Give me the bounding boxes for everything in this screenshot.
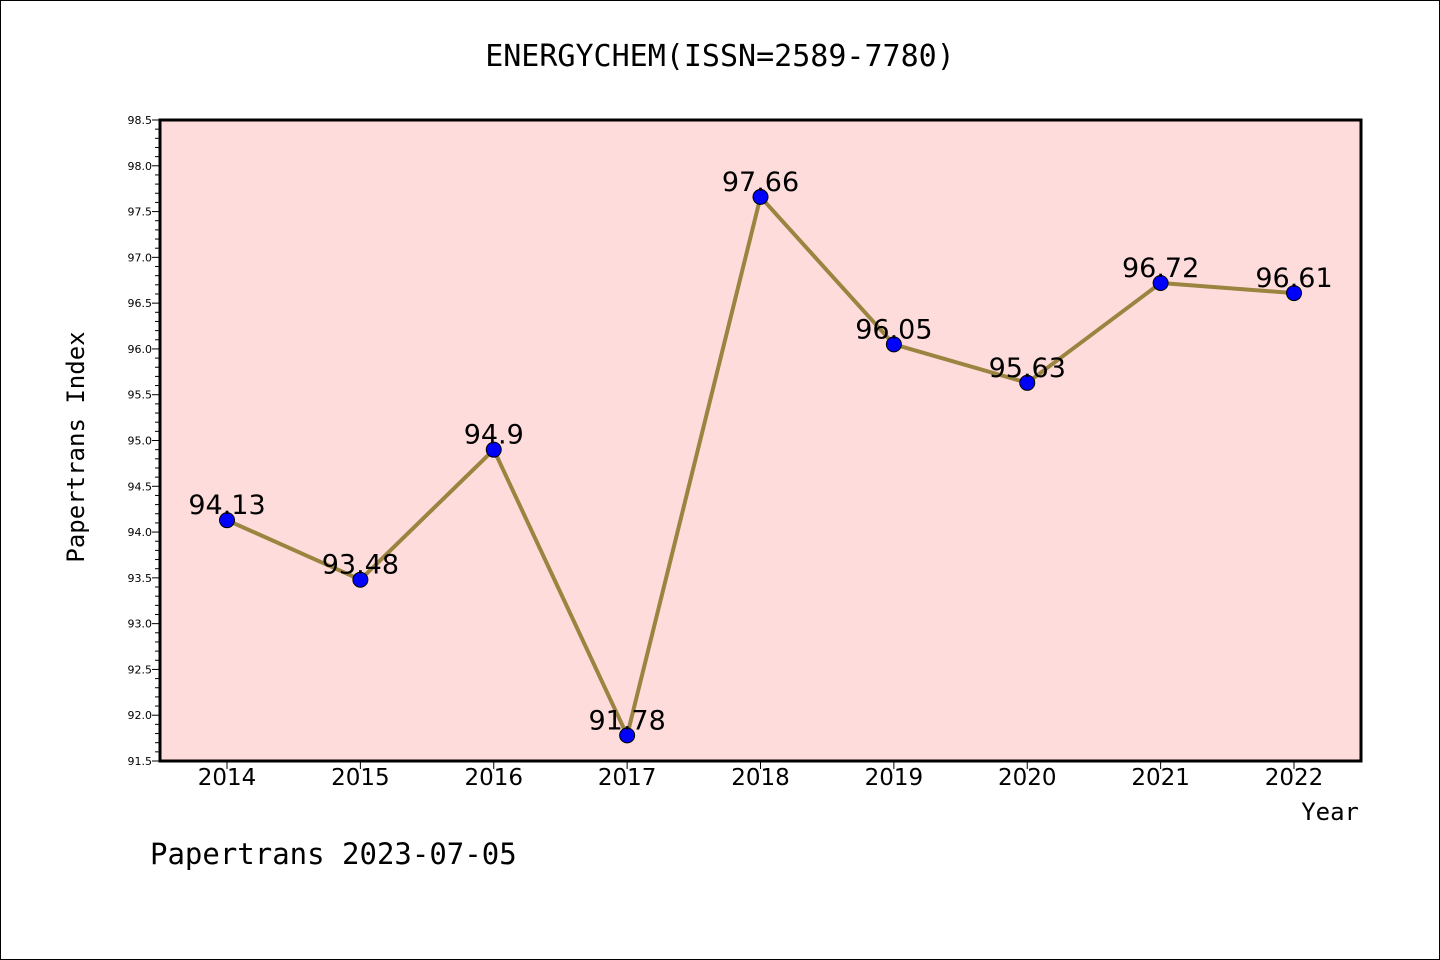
series-layer (219, 188, 1302, 744)
plot-area (158, 118, 1363, 763)
y-tick-label: 93.0 (128, 618, 153, 631)
x-axis-label: Year (1301, 798, 1359, 826)
data-label: 91.78 (588, 705, 665, 736)
data-point (1286, 285, 1302, 302)
y-tick-label: 91.5 (128, 755, 153, 768)
data-point (1019, 374, 1036, 391)
data-point (485, 441, 502, 458)
x-tick-label: 2021 (1131, 765, 1190, 791)
data-label: 95.63 (989, 353, 1066, 384)
y-axis: 91.5 92.0 92.5 93.0 93.5 94.0 94.5 95.0 95.5 96.0… (128, 114, 160, 768)
data-point (1152, 274, 1169, 291)
data-point (619, 727, 636, 744)
data-label: 94.9 (464, 420, 524, 451)
y-tick-label: 97.5 (128, 206, 153, 219)
data-point (885, 336, 902, 353)
x-axis: 2014 2015 2016 2017 2018 2019 2020 2021 2022 (198, 761, 1324, 791)
y-tick-label: 95.0 (128, 435, 153, 448)
y-tick-label: 94.5 (128, 480, 153, 493)
chart-title: ENERGYCHEM(ISSN=2589-7780) (485, 39, 955, 74)
data-point (752, 188, 769, 205)
y-tick-label: 93.5 (128, 572, 153, 585)
data-point (219, 512, 235, 529)
x-tick-label: 2018 (731, 765, 790, 791)
x-tick-label: 2017 (598, 765, 657, 791)
x-tick-label: 2022 (1265, 765, 1324, 791)
data-point (352, 571, 369, 588)
x-tick-label: 2016 (464, 765, 523, 791)
data-labels: 94.13 93.48 94.9 91.78 97.66 96.05 95.63 96.72 9… (188, 167, 1332, 736)
data-label: 96.05 (855, 314, 932, 345)
y-tick-label: 98.0 (128, 160, 153, 173)
data-label: 96.61 (1255, 263, 1332, 294)
data-label: 94.13 (188, 490, 265, 521)
y-tick-label: 98.5 (128, 114, 153, 127)
y-tick-label: 97.0 (128, 251, 153, 264)
data-label: 93.48 (322, 550, 399, 581)
y-tick-label: 92.5 (128, 663, 153, 676)
footer-caption: Papertrans 2023-07-05 (150, 837, 517, 871)
x-tick-label: 2019 (865, 765, 924, 791)
x-tick-label: 2014 (198, 765, 257, 791)
data-label: 97.66 (722, 167, 799, 198)
y-axis-label: Papertrans Index (62, 331, 90, 562)
x-tick-label: 2020 (998, 765, 1057, 791)
y-tick-label: 96.0 (128, 343, 153, 356)
y-tick-label: 94.0 (128, 526, 153, 539)
y-tick-label: 95.5 (128, 389, 153, 402)
y-tick-label: 96.5 (128, 297, 153, 310)
y-tick-label: 92.0 (128, 709, 153, 722)
x-tick-label: 2015 (331, 765, 390, 791)
data-label: 96.72 (1122, 253, 1199, 284)
